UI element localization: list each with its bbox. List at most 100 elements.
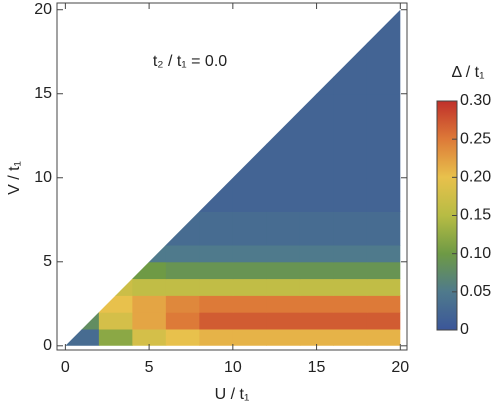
heatmap-cell	[333, 328, 368, 346]
heatmap-cell	[366, 295, 401, 313]
heatmap-cell	[199, 244, 234, 263]
heatmap-cell	[333, 295, 368, 313]
colorbar-tick-label: 0.30	[460, 92, 491, 109]
colorbar-tick-label: 0	[460, 321, 469, 338]
heatmap-cell	[299, 244, 334, 263]
heatmap-cell	[333, 93, 368, 179]
heatmap-cell	[266, 93, 301, 179]
heatmap-cell	[299, 278, 334, 296]
heatmap-cell	[232, 312, 267, 330]
x-tick-label: 0	[61, 359, 70, 376]
y-tick-label: 0	[43, 337, 52, 354]
x-tick-label: 5	[145, 359, 154, 376]
heatmap-cell	[366, 93, 401, 179]
heatmap-cell	[232, 211, 267, 246]
x-axis-label: U / t₁	[215, 386, 250, 403]
heatmap-cell	[266, 278, 301, 296]
heatmap-cell	[232, 328, 267, 346]
annotation: t₂ / t₁ = 0.0	[153, 53, 227, 70]
heatmap-cell	[165, 261, 200, 280]
y-tick-label: 5	[43, 253, 52, 270]
heatmap-cell	[132, 244, 167, 263]
heatmap-cell	[165, 328, 200, 346]
heatmap-cell	[65, 312, 100, 330]
heatmap-cell	[333, 211, 368, 246]
heatmap-cell	[333, 177, 368, 212]
heatmap-cell	[333, 261, 368, 280]
heatmap-cell	[132, 312, 167, 330]
heatmap-cell	[165, 244, 200, 263]
heatmap-cell	[65, 328, 100, 346]
heatmap-cell	[366, 328, 401, 346]
heatmap	[65, 9, 401, 346]
heatmap-cell	[199, 295, 234, 313]
heatmap-cell	[165, 211, 200, 246]
colorbar-tick-label: 0.20	[460, 169, 491, 186]
heatmap-cell	[98, 328, 133, 346]
heatmap-cell	[232, 177, 267, 212]
heatmap-cell	[266, 328, 301, 346]
x-tick-label: 20	[391, 359, 409, 376]
colorbar-tick-label: 0.10	[460, 245, 491, 262]
heatmap-cell	[299, 295, 334, 313]
heatmap-cell	[232, 261, 267, 280]
heatmap-cell	[132, 328, 167, 346]
heatmap-cell	[299, 328, 334, 346]
heatmap-cell	[299, 261, 334, 280]
heatmap-cell	[366, 244, 401, 263]
heatmap-cell	[299, 312, 334, 330]
heatmap-cell	[266, 244, 301, 263]
heatmap-cell	[266, 177, 301, 212]
heatmap-cell	[165, 278, 200, 296]
heatmap-cell	[366, 261, 401, 280]
y-tick-label: 20	[34, 1, 52, 18]
heatmap-cell	[266, 261, 301, 280]
heatmap-cell	[299, 177, 334, 212]
heatmap-cell	[132, 295, 167, 313]
heatmap-cell	[232, 295, 267, 313]
heatmap-cell	[333, 9, 368, 95]
heatmap-cell	[98, 295, 133, 313]
heatmap-cell	[199, 261, 234, 280]
colorbar-tick-label: 0.05	[460, 283, 491, 300]
heatmap-cell	[98, 278, 133, 296]
heatmap-cell	[132, 261, 167, 280]
x-tick-label: 15	[308, 359, 326, 376]
heatmap-cell	[199, 177, 234, 212]
heatmap-cell	[333, 312, 368, 330]
colorbar-tick-label: 0.15	[460, 207, 491, 224]
heatmap-cell	[165, 312, 200, 330]
heatmap-cell	[165, 295, 200, 313]
heatmap-cell	[98, 312, 133, 330]
heatmap-cell	[232, 244, 267, 263]
heatmap-cell	[199, 211, 234, 246]
heatmap-cell	[299, 9, 334, 95]
heatmap-cell	[366, 9, 401, 95]
heatmap-cell	[266, 312, 301, 330]
y-tick-label: 15	[34, 85, 52, 102]
heatmap-cell	[366, 211, 401, 246]
y-axis-label: V / t₁	[6, 161, 23, 195]
heatmap-cell	[333, 278, 368, 296]
heatmap-cell	[199, 278, 234, 296]
heatmap-cell	[132, 278, 167, 296]
heatmap-cell	[232, 93, 267, 179]
x-tick-label: 10	[224, 359, 242, 376]
plot-frame	[56, 2, 408, 351]
heatmap-cell	[366, 278, 401, 296]
y-tick-label: 10	[34, 169, 52, 186]
heatmap-cell	[266, 211, 301, 246]
heatmap-cell	[199, 328, 234, 346]
heatmap-cell	[299, 93, 334, 179]
heatmap-cell	[366, 177, 401, 212]
heatmap-cell	[299, 211, 334, 246]
heatmap-cell	[199, 312, 234, 330]
heatmap-cell	[333, 244, 368, 263]
colorbar-title: Δ / t₁	[452, 64, 485, 81]
heatmap-cell	[266, 295, 301, 313]
colorbar-tick-label: 0.25	[460, 130, 491, 147]
heatmap-cell	[366, 312, 401, 330]
heatmap-cell	[232, 278, 267, 296]
